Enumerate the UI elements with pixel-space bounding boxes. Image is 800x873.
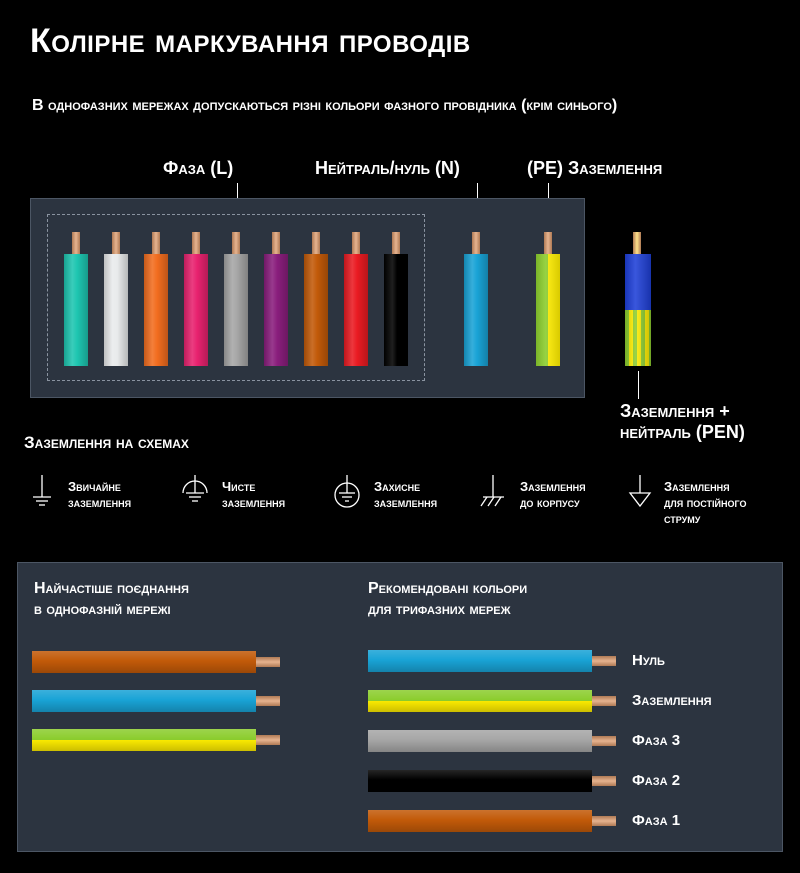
- symbol-label-line: струму: [664, 511, 701, 526]
- wire-insulation: [224, 254, 248, 366]
- three-phase-title-line: Рекомендовані кольори: [368, 580, 528, 597]
- symbol-label-line: до корпусу: [520, 495, 580, 510]
- three-phase-wire-label: Нуль: [632, 652, 665, 669]
- dc-ground-icon: [628, 475, 652, 508]
- single-phase-title-line: в однофазній мережі: [34, 601, 171, 618]
- wire-insulation: [144, 254, 168, 366]
- symbol-label: Заземлення для постійного струму: [664, 479, 747, 527]
- copper-core: [312, 232, 320, 254]
- three-phase-wire-label: Фаза 3: [632, 732, 681, 749]
- pen-insulation: [625, 254, 651, 366]
- wire-insulation: [368, 810, 592, 832]
- phase-group-outline: [47, 214, 425, 381]
- three-phase-title: Рекомендовані кольори для трифазних мере…: [368, 578, 527, 620]
- ground-icon: [33, 475, 51, 506]
- clean-ground-icon: [182, 475, 208, 502]
- copper-core: [592, 696, 616, 706]
- copper-core: [592, 816, 616, 826]
- copper-core: [592, 656, 616, 666]
- copper-core: [232, 232, 240, 254]
- page-subtitle: В однофазних мережах допускаються різні …: [32, 97, 618, 114]
- wire-insulation: [32, 690, 256, 712]
- three-phase-wire-label: Фаза 1: [632, 812, 681, 829]
- wire-insulation: [32, 651, 256, 673]
- symbol-label: Чисте заземлення: [222, 479, 285, 511]
- pe-label: (PE) Заземлення: [527, 158, 663, 178]
- three-phase-wire: [368, 690, 616, 712]
- symbol-label-line: заземлення: [68, 495, 132, 510]
- single-phase-title: Найчастіше поєднання в однофазній мережі: [34, 578, 189, 620]
- page-title: Колірне маркування проводів: [30, 22, 471, 60]
- copper-core: [152, 232, 160, 254]
- symbol-label: Захисне заземлення: [374, 479, 437, 511]
- copper-core: [256, 696, 280, 706]
- single-wire-ground-green-yellow: [32, 729, 280, 751]
- copper-core: [352, 232, 360, 254]
- three-phase-wire: [368, 650, 616, 672]
- pen-label: Заземлення + нейтраль (PEN): [620, 401, 745, 443]
- copper-core: [192, 232, 200, 254]
- symbol-label-line: для постійного: [664, 495, 747, 510]
- wire-insulation: [368, 650, 592, 672]
- symbols-title: Заземлення на схемах: [24, 433, 189, 452]
- symbol-label-line: Чисте: [222, 479, 256, 494]
- phase-label: Фаза (L): [163, 158, 234, 178]
- wire-insulation: [344, 254, 368, 366]
- pen-pointer: [638, 371, 639, 399]
- three-phase-wire-label: Фаза 2: [632, 772, 681, 789]
- neutral-label: Нейтраль/нуль (N): [315, 158, 460, 178]
- single-wire-phase-brown: [32, 651, 280, 673]
- wire-insulation: [384, 254, 408, 366]
- wire-insulation: [368, 730, 592, 752]
- chassis-ground-icon: [480, 475, 504, 507]
- neutral-insulation: [464, 254, 488, 366]
- symbol-label: Звичайне заземлення: [68, 479, 131, 511]
- protective-ground-icon: [334, 475, 360, 508]
- three-phase-wire: [368, 730, 616, 752]
- symbol-label-line: Звичайне: [68, 479, 121, 494]
- three-phase-wire: [368, 810, 616, 832]
- copper-core: [256, 735, 280, 745]
- wire-insulation: [264, 254, 288, 366]
- copper-core: [472, 232, 480, 254]
- three-phase-wire: [368, 770, 616, 792]
- pen-label-line1: Заземлення +: [620, 401, 730, 421]
- symbol-label-line: Захисне: [374, 479, 421, 494]
- copper-core: [272, 232, 280, 254]
- wire-insulation: [304, 254, 328, 366]
- wire-insulation: [104, 254, 128, 366]
- symbol-label: Заземлення до корпусу: [520, 479, 586, 511]
- copper-core: [112, 232, 120, 254]
- wire-insulation: [64, 254, 88, 366]
- copper-core: [592, 736, 616, 746]
- symbol-label-line: заземлення: [222, 495, 286, 510]
- wire-insulation: [184, 254, 208, 366]
- copper-core: [633, 232, 641, 254]
- copper-core: [592, 776, 616, 786]
- symbol-label-line: Заземлення: [520, 479, 586, 494]
- pen-label-line2: нейтраль (PEN): [620, 422, 745, 442]
- wire-insulation: [368, 690, 592, 712]
- symbol-label-line: Заземлення: [664, 479, 730, 494]
- copper-core: [256, 657, 280, 667]
- single-wire-neutral-blue: [32, 690, 280, 712]
- single-phase-title-line: Найчастіше поєднання: [34, 580, 189, 597]
- copper-core: [72, 232, 80, 254]
- wire-insulation: [32, 729, 256, 751]
- symbol-label-line: заземлення: [374, 495, 438, 510]
- three-phase-title-line: для трифазних мереж: [368, 601, 511, 618]
- copper-core: [544, 232, 552, 254]
- three-phase-wire-label: Заземлення: [632, 692, 712, 709]
- pe-insulation: [536, 254, 560, 366]
- wire-insulation: [368, 770, 592, 792]
- copper-core: [392, 232, 400, 254]
